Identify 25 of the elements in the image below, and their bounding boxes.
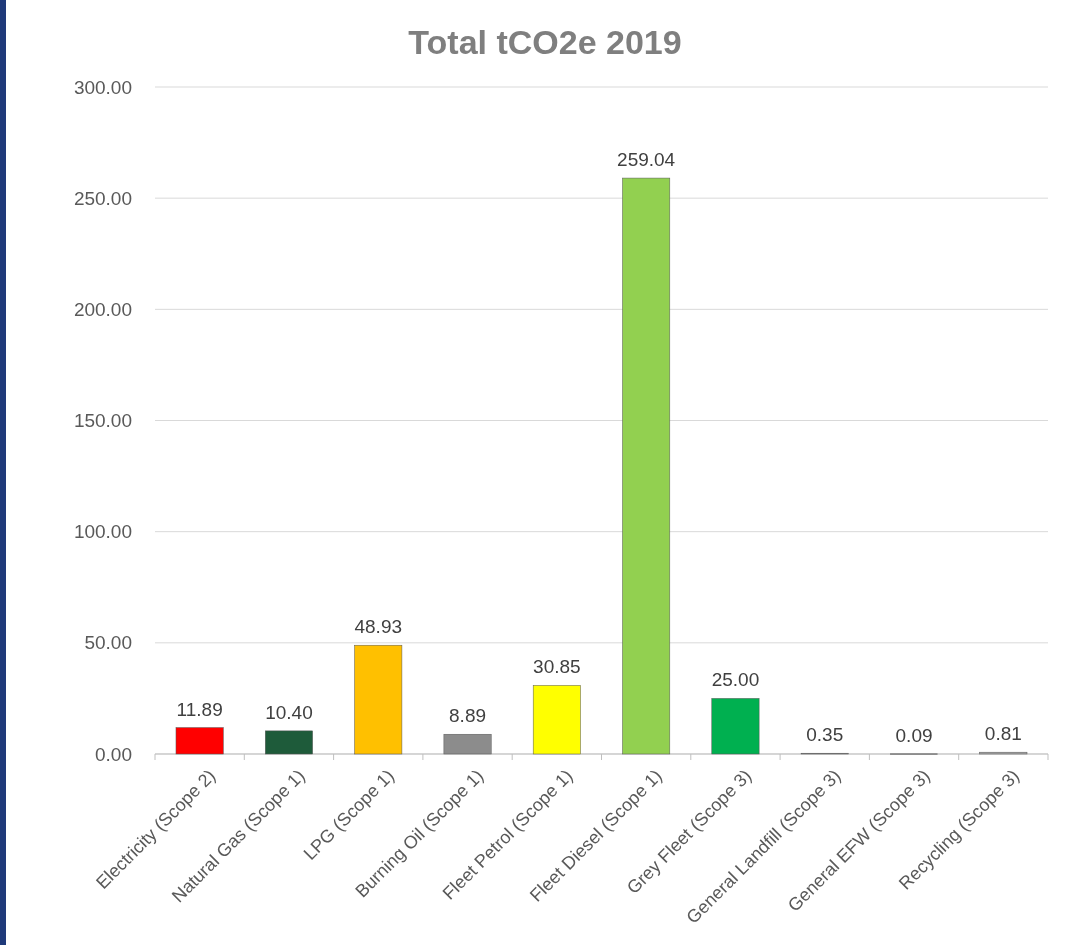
data-label: 48.93 [354, 616, 403, 638]
data-label: 30.85 [533, 656, 581, 678]
bar [711, 698, 760, 755]
data-label: 10.40 [265, 701, 313, 723]
bar [443, 733, 492, 755]
data-label: 0.09 [895, 724, 933, 746]
bar [265, 730, 313, 755]
chart-title: Total tCO2e 2019 [408, 23, 682, 61]
data-label: 0.35 [806, 724, 844, 746]
bar [175, 727, 224, 755]
bar [354, 644, 403, 755]
y-tick-label: 200.00 [73, 298, 132, 320]
data-label: 259.04 [617, 149, 676, 171]
bar [622, 177, 671, 755]
data-label: 8.89 [449, 705, 487, 727]
y-tick-label: 100.00 [73, 521, 132, 543]
data-label: 11.89 [176, 698, 223, 720]
y-tick-label: 0.00 [95, 743, 132, 765]
data-label: 25.00 [711, 669, 760, 691]
y-tick-label: 250.00 [73, 187, 132, 209]
data-label: 0.81 [984, 723, 1022, 745]
bar [532, 685, 581, 755]
y-tick-label: 50.00 [84, 632, 132, 654]
y-tick-label: 300.00 [73, 76, 132, 98]
y-tick-label: 150.00 [73, 410, 132, 432]
